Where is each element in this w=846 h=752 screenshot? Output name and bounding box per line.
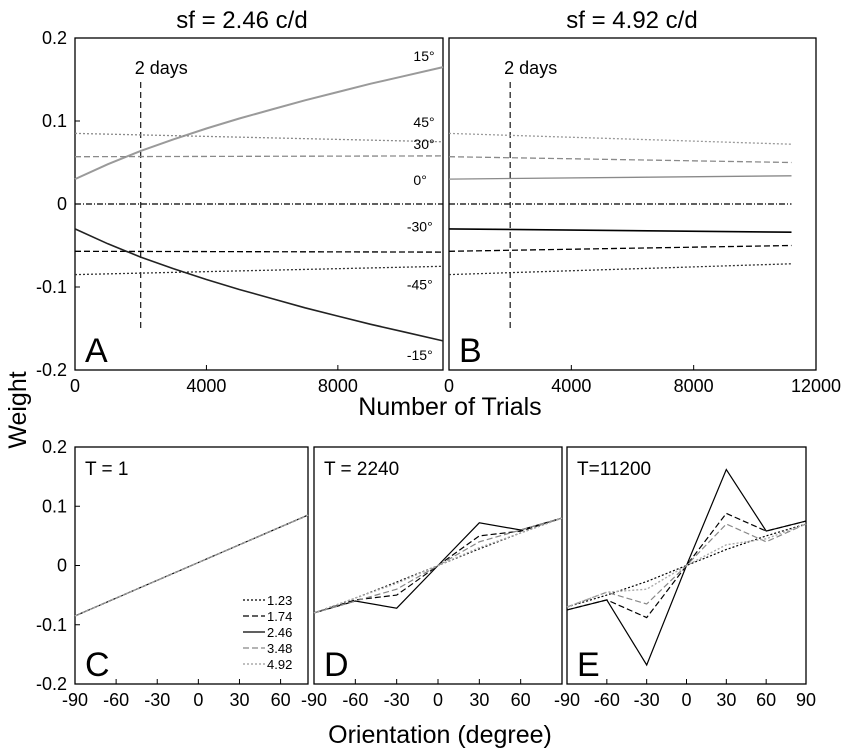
panel-a-series-line-6 — [74, 265, 444, 276]
panel-e-x-tick-label: -60 — [594, 690, 620, 710]
panel-e-x-tick-label: 0 — [681, 690, 691, 710]
panel-d: T = 2240 -90 -60 -30 0 30 60 D — [301, 446, 563, 710]
panel-e-series-line-5 — [566, 523, 807, 608]
panel-c-y-tick-label: -0.1 — [36, 615, 67, 635]
panel-a-y-tick-label: 0.2 — [42, 28, 67, 48]
panel-c: T = 1 -90 -60 -30 0 30 60 0.2 0.1 0 -0.1 -0.2 1.231.… — [36, 437, 309, 710]
panel-b: sf = 4.92 c/d 0 4000 8000 12000 2 days B — [444, 7, 841, 396]
panel-e-title: T=11200 — [577, 459, 651, 480]
panel-c-x-tick-label: -90 — [62, 690, 88, 710]
panel-c-legend-label: 1.74 — [267, 609, 292, 624]
panel-c-series-line-4 — [74, 514, 309, 617]
panel-a: sf = 2.46 c/d 0 4000 8000 0.2 0.1 0 -0.1 -0.2 2 d… — [36, 7, 444, 396]
panel-b-series-line-1 — [448, 132, 792, 145]
panel-c-x-tick-label: 30 — [229, 690, 249, 710]
panel-d-x-tick-label: 60 — [511, 690, 531, 710]
panel-b-letter: B — [459, 332, 482, 370]
panel-d-series-line-5 — [313, 517, 563, 614]
panel-b-series-line-5 — [448, 228, 792, 233]
panel-a-x-tick-label: 0 — [70, 376, 80, 396]
panel-a-curve-label: 15° — [413, 48, 434, 64]
panel-c-legend-label: 3.48 — [267, 641, 292, 656]
panel-e: T=11200 -90 -60 -30 0 30 60 90 E — [554, 446, 816, 710]
panel-a-series-line-5 — [74, 250, 444, 253]
panel-c-legend-label: 1.23 — [267, 593, 292, 608]
panel-b-x-tick-label: 12000 — [791, 376, 841, 396]
panel-b-x-tick-label: 4000 — [551, 376, 591, 396]
panel-b-title: sf = 4.92 c/d — [566, 7, 697, 34]
panel-e-x-tick-label: -90 — [554, 690, 580, 710]
panel-d-x-tick-label: -90 — [301, 690, 327, 710]
panel-a-curve-label: 0° — [413, 172, 426, 188]
panel-e-x-tick-label: 30 — [716, 690, 736, 710]
x-axis-label-top: Number of Trials — [358, 393, 541, 421]
panel-d-letter: D — [324, 646, 349, 684]
panel-c-y-tick-label: -0.2 — [36, 674, 67, 694]
panel-b-series-line-2 — [448, 156, 792, 164]
panel-b-x-tick-label: 0 — [444, 376, 454, 396]
panel-a-y-tick-label: -0.1 — [36, 277, 67, 297]
panel-e-series-line-1 — [566, 523, 807, 608]
x-axis-label-bottom: Orientation (degree) — [328, 721, 552, 749]
panel-c-y-tick-label: 0 — [57, 556, 67, 576]
panel-a-curve-label: 30° — [413, 136, 434, 152]
panel-a-y-tick-label: 0 — [57, 194, 67, 214]
panel-a-curve-label: 45° — [413, 114, 434, 130]
panel-a-y-tick-label: -0.2 — [36, 360, 67, 380]
panel-b-x-tick-label: 8000 — [674, 376, 714, 396]
panel-a-series-line-7 — [74, 228, 444, 342]
panel-a-curve-label: -45° — [407, 276, 433, 292]
panel-d-x-tick-label: -30 — [384, 690, 410, 710]
panel-a-x-tick-label: 8000 — [318, 376, 358, 396]
panel-e-letter: E — [577, 646, 600, 684]
panel-e-x-tick-label: -30 — [634, 690, 660, 710]
panel-b-series-line-3 — [448, 175, 792, 180]
panel-c-title: T = 1 — [85, 459, 128, 480]
panel-a-x-tick-label: 4000 — [186, 376, 226, 396]
panel-a-series-line-1 — [74, 66, 444, 181]
panel-a-series-line-3 — [74, 155, 444, 158]
panel-b-series-line-6 — [448, 244, 792, 252]
panel-b-series-line-7 — [448, 263, 792, 276]
panel-a-title: sf = 2.46 c/d — [176, 7, 307, 34]
panel-a-curve-label: -15° — [407, 347, 433, 363]
panel-a-curve-label: -30° — [407, 218, 433, 234]
panel-c-legend-label: 2.46 — [267, 625, 292, 640]
panel-a-letter: A — [85, 332, 108, 370]
panel-c-letter: C — [85, 646, 110, 684]
panel-b-marker-label: 2 days — [504, 58, 557, 78]
panel-e-x-tick-label: 60 — [756, 690, 776, 710]
panel-e-series-line-3 — [566, 468, 807, 667]
panel-e-x-tick-label: 90 — [796, 690, 816, 710]
panel-d-title: T = 2240 — [324, 459, 399, 480]
panel-c-y-tick-label: 0.1 — [42, 496, 67, 516]
panel-c-x-tick-label: 60 — [271, 690, 291, 710]
panel-c-x-tick-label: 0 — [193, 690, 203, 710]
y-axis-label: Weight — [4, 371, 32, 448]
panel-c-x-tick-label: -30 — [144, 690, 170, 710]
panel-a-marker-label: 2 days — [135, 58, 188, 78]
panel-a-y-tick-label: 0.1 — [42, 111, 67, 131]
panel-c-legend-label: 4.92 — [267, 657, 292, 672]
panel-c-y-tick-label: 0.2 — [42, 437, 67, 457]
panel-d-x-tick-label: 30 — [469, 690, 489, 710]
panel-c-x-tick-label: -60 — [103, 690, 129, 710]
panel-d-x-tick-label: -60 — [342, 690, 368, 710]
panel-d-x-tick-label: 0 — [433, 690, 443, 710]
panel-a-series-line-2 — [74, 132, 444, 143]
